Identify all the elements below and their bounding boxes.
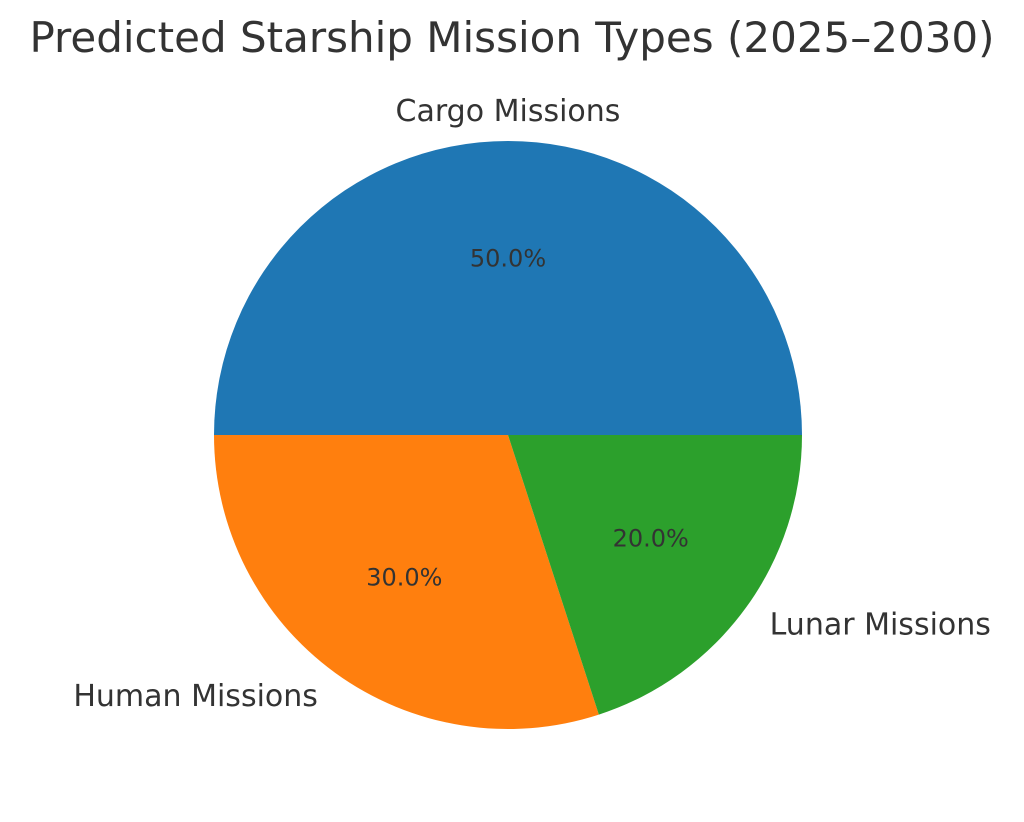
pie-slice-label-human-missions: Human Missions <box>73 679 318 714</box>
pie-percent-label-cargo-missions: 50.0% <box>470 245 546 273</box>
pie-percent-label-human-missions: 30.0% <box>366 564 442 592</box>
pie-labels: 50.0% Cargo Missions 30.0% Human Missions 20… <box>73 94 991 714</box>
pie-slice-label-cargo-missions: Cargo Missions <box>396 94 621 129</box>
pie-slices <box>214 141 802 729</box>
pie-slice-human-missions <box>214 435 599 729</box>
pie-percent-label-lunar-missions: 20.0% <box>613 525 689 553</box>
pie-slice-lunar-missions <box>508 435 802 715</box>
pie-slice-label-lunar-missions: Lunar Missions <box>770 608 991 643</box>
chart-title: Predicted Starship Mission Types (2025–2… <box>29 13 995 62</box>
pie-slice-cargo-missions <box>214 141 802 435</box>
